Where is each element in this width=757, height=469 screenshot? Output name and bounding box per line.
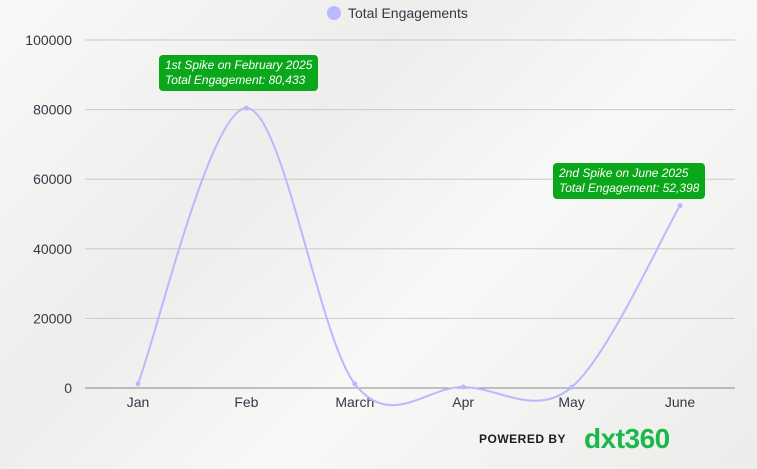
data-point[interactable] [677,203,683,209]
x-tick-label: March [335,394,374,410]
brand-logo: dxt360 [584,423,670,454]
annotation-second-spike-value: Total Engagement: 52,398 [559,181,700,195]
y-tick-label: 80000 [33,102,72,118]
y-tick-label: 60000 [33,171,72,187]
annotation-first-spike-value: Total Engagement: 80,433 [165,73,306,87]
data-point[interactable] [569,384,575,390]
legend-marker [327,6,341,20]
y-tick-label: 100000 [25,32,72,48]
annotation-second-spike: 2nd Spike on June 2025 Total Engagement:… [553,163,706,199]
data-point[interactable] [352,381,358,387]
x-tick-label: Jan [127,394,150,410]
series-line-total-engagements [137,107,681,407]
x-tick-label: May [558,394,584,410]
x-tick-label: Feb [234,394,258,410]
annotation-second-spike-title: 2nd Spike on June 2025 [559,166,689,180]
x-tick-label: June [665,394,696,410]
data-points [135,105,683,390]
powered-by-label: POWERED BY [479,432,567,446]
data-point[interactable] [135,381,141,387]
data-point[interactable] [243,105,249,111]
annotation-first-spike-title: 1st Spike on February 2025 [165,58,313,72]
legend-label: Total Engagements [348,5,468,21]
grid-lines [85,39,735,389]
y-axis-ticks: 0 20000 40000 60000 80000 100000 [25,32,72,396]
x-axis-ticks: Jan Feb March Apr May June [127,394,696,410]
y-tick-label: 20000 [33,310,72,326]
footer: POWERED BY dxt360 [479,425,670,453]
legend[interactable]: Total Engagements [327,5,468,21]
data-point[interactable] [460,384,466,390]
y-tick-label: 40000 [33,241,72,257]
x-tick-label: Apr [452,394,474,410]
y-tick-label: 0 [64,380,72,396]
annotation-first-spike: 1st Spike on February 2025 Total Engagem… [159,55,319,91]
